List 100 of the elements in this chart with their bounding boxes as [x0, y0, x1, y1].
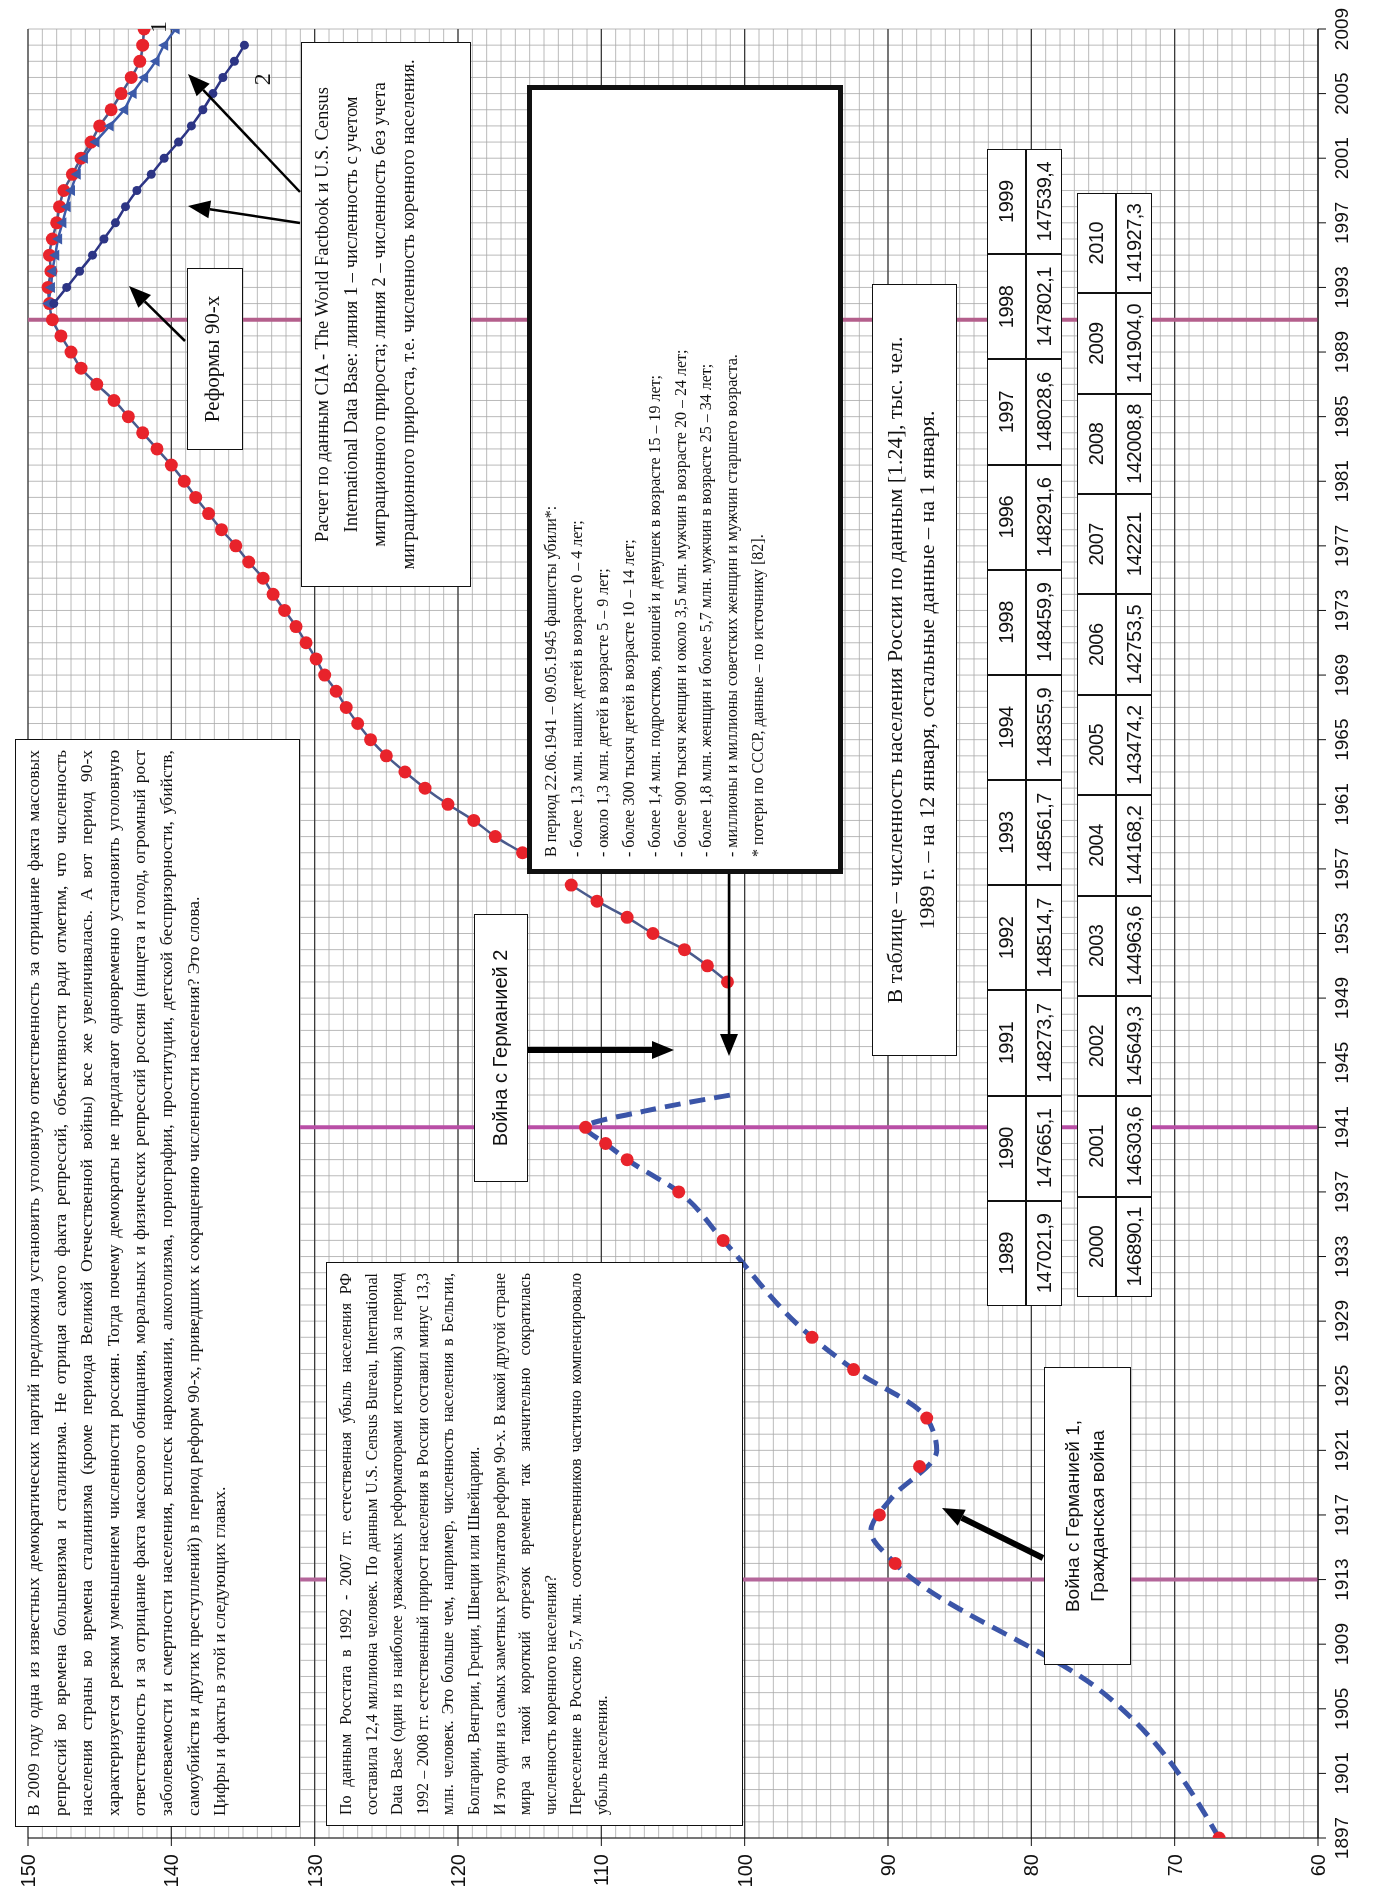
- x-tick-label: 90: [877, 1854, 899, 1877]
- annotation: 2006: [1077, 594, 1116, 695]
- point: [70, 168, 81, 180]
- y-tick-label: 1909: [1330, 1623, 1352, 1666]
- point: [920, 1411, 934, 1425]
- annotation: 2007: [1077, 494, 1116, 595]
- point: [158, 39, 169, 51]
- point: [132, 186, 142, 196]
- point: [88, 250, 97, 260]
- point: [467, 813, 481, 827]
- y-tick-label: 1905: [1330, 1687, 1352, 1730]
- point: [99, 234, 109, 244]
- point: [150, 442, 164, 456]
- point: [52, 233, 63, 245]
- x-tick-label: 120: [447, 1854, 469, 1888]
- point: [198, 105, 208, 115]
- point: [716, 1233, 730, 1247]
- annotation: 148514,7: [1026, 885, 1062, 991]
- annotation: 2005: [1077, 694, 1116, 796]
- annotation: 147665,1: [1026, 1095, 1062, 1201]
- point: [289, 620, 303, 634]
- point: [620, 1153, 634, 1167]
- y-tick-label: 1965: [1330, 718, 1352, 761]
- point: [847, 1363, 861, 1377]
- y-tick-label: 1997: [1330, 201, 1352, 244]
- point: [49, 299, 59, 309]
- annotation: 2008: [1077, 393, 1116, 495]
- point: [620, 910, 634, 924]
- y-tick-label: 1961: [1330, 783, 1352, 826]
- point: [124, 70, 138, 84]
- point: [149, 55, 160, 67]
- point: [364, 733, 378, 747]
- annotation: 1999: [987, 149, 1026, 255]
- annotation: 142753,5: [1116, 594, 1152, 695]
- annotation: 2010: [1077, 193, 1116, 294]
- annotation: 147802,1: [1026, 254, 1062, 360]
- point: [107, 393, 121, 407]
- y-tick-label: 1933: [1330, 1235, 1352, 1278]
- point: [218, 72, 228, 82]
- y-tick-label: 1925: [1330, 1364, 1352, 1407]
- annotation: 2000: [1077, 1196, 1116, 1297]
- annotation: 142221: [1116, 494, 1152, 595]
- y-tick-label: 1941: [1330, 1106, 1352, 1149]
- point: [60, 201, 71, 213]
- text: 1: [144, 21, 171, 33]
- annotation: 143474,2: [1116, 694, 1152, 796]
- annotation: 145649,3: [1116, 995, 1152, 1097]
- annotation: 142008,8: [1116, 393, 1152, 495]
- x-tick-label: 100: [733, 1854, 756, 1888]
- annotation: 141927,3: [1116, 193, 1152, 294]
- point: [159, 153, 169, 163]
- text-box: По данным Росстата в 1992 - 2007 гг. естественная убыль населения РФ составила 12,4 миллиона человек. По данным U.S. Census Bureau, International Data Base (один из наиболее уважаемых реформаторами источник) за период 1992 – 2008 гг. естественный прирост населения в России составил минус 13,3 млн. человек. Это больше чем, например, численность населения в Бельгии, Болгарии, Венгрии, Греции, Швеции или Швейцарии. И это один из самых заметных результатов реформ 90-х. В какой другой стране мира за такой короткий отрезок времени так значительно сократилась численность коренного населения? Переселение в Россию 5,7 млн. соотечественников частично компенсировало убыль населения.: [326, 1262, 743, 1826]
- point: [126, 88, 137, 100]
- y-tick-label: 2009: [1330, 7, 1352, 51]
- point: [208, 89, 218, 99]
- point: [65, 185, 75, 197]
- point: [418, 781, 432, 795]
- annotation: 148028,6: [1026, 359, 1062, 465]
- text: 2: [249, 73, 276, 86]
- text-box: Война с Германией 2: [474, 914, 528, 1182]
- point: [646, 927, 660, 940]
- point: [229, 56, 239, 66]
- point: [441, 797, 455, 811]
- y-tick-label: 1977: [1330, 524, 1352, 567]
- y-tick-label: 1993: [1330, 266, 1352, 309]
- point: [74, 361, 88, 375]
- point: [888, 1556, 902, 1570]
- point: [242, 555, 256, 569]
- point: [239, 40, 249, 50]
- x-tick-label: 80: [1020, 1854, 1043, 1877]
- point: [121, 410, 135, 424]
- point: [64, 345, 78, 359]
- x-tick-label: 150: [17, 1854, 39, 1888]
- y-tick-label: 1953: [1330, 912, 1352, 955]
- point: [564, 878, 578, 892]
- y-tick-label: 1917: [1330, 1493, 1352, 1537]
- y-tick-label: 1989: [1330, 330, 1352, 374]
- y-tick-label: 1921: [1330, 1429, 1352, 1472]
- point: [215, 523, 228, 537]
- annotation: 147539,4: [1026, 149, 1062, 255]
- y-tick-label: 1929: [1330, 1300, 1352, 1343]
- y-tick-label: 2005: [1330, 72, 1352, 115]
- point: [329, 684, 343, 698]
- point: [189, 490, 203, 504]
- point: [351, 717, 365, 731]
- point: [164, 458, 178, 472]
- point: [90, 377, 104, 391]
- annotation: 1992: [987, 885, 1026, 991]
- annotation: 1997: [987, 359, 1026, 465]
- annotation: 144963,6: [1116, 895, 1152, 996]
- text-box: В таблице – численность населения России по данным [1.24], тыс. чел. 1989 г. – на 12 января, остальные данные – на 1 января.: [872, 284, 957, 1056]
- text-box: Война с Германией 1, Гражданская война: [1044, 1367, 1131, 1665]
- x-tick-label: 110: [590, 1854, 613, 1886]
- x-tick-label: 130: [303, 1854, 326, 1888]
- y-tick-label: 1897: [1330, 1816, 1352, 1860]
- annotation: 146890,1: [1116, 1196, 1152, 1297]
- point: [266, 587, 280, 601]
- y-tick-label: 1901: [1330, 1752, 1352, 1795]
- point: [309, 652, 323, 666]
- y-tick-label: 1981: [1330, 460, 1352, 503]
